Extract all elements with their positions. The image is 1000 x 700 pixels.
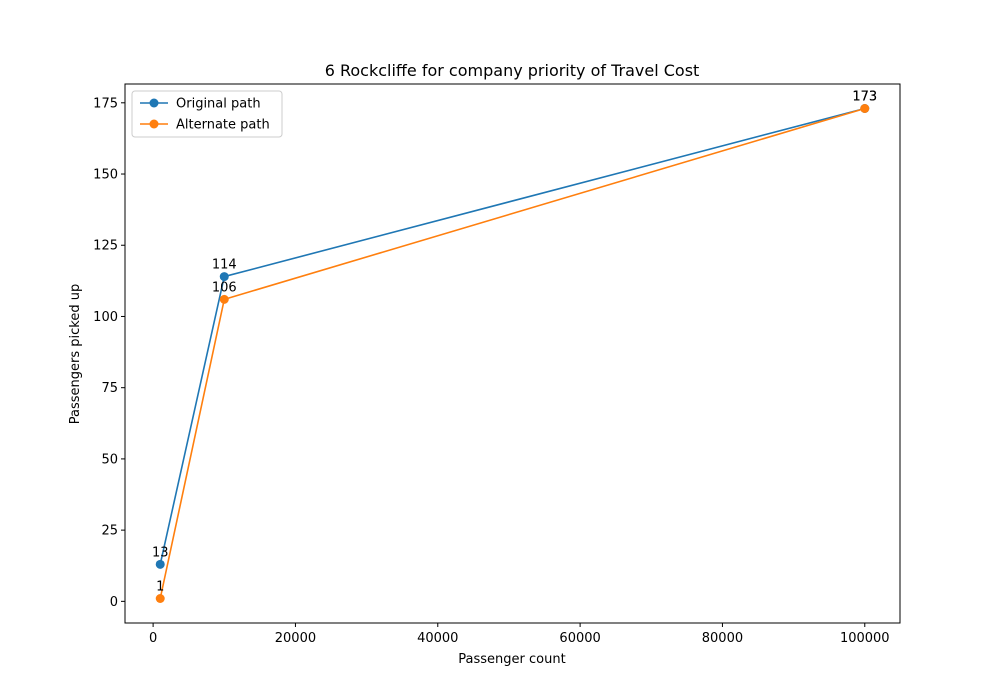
alternate-path-line (159, 107, 866, 599)
x-tick-label: 60000 (559, 631, 600, 646)
legend-box (131, 90, 283, 138)
y-tick-label: 100 (93, 310, 118, 325)
y-tick-label: 50 (101, 452, 118, 467)
x-tick-label: 80000 (702, 631, 743, 646)
alternate-path-data-label: 106 (212, 280, 237, 295)
y-tick-label: 175 (93, 96, 118, 111)
y-tick-label: 150 (93, 168, 118, 183)
legend-alternate-path-marker (149, 119, 159, 129)
x-tick-label: 0 (149, 631, 157, 646)
original-path-data-label: 173 (852, 90, 877, 105)
legend-original-path-marker (149, 98, 159, 108)
y-tick-label: 75 (101, 381, 118, 396)
plot-frame (124, 83, 901, 624)
alternate-path-data-label: 173 (852, 90, 877, 105)
y-axis: 0 25 50 75 100 125 150 175 (93, 96, 125, 610)
alternate-path-data-label: 1 (156, 580, 164, 595)
alternate-path-point (155, 594, 165, 603)
original-path-point (155, 559, 165, 569)
x-tick-label: 100000 (840, 631, 890, 646)
chart-title: 6 Rockcliffe for company priority of Tra… (325, 61, 700, 80)
original-path-point (219, 272, 229, 282)
y-tick-label: 25 (101, 524, 118, 539)
legend: Original path Alternate path (131, 90, 283, 138)
x-axis-label: Passenger count (458, 652, 565, 667)
legend-original-path-label: Original path (176, 97, 261, 112)
legend-alternate-path-label: Alternate path (176, 118, 270, 133)
y-axis-label: Passengers picked up (68, 284, 83, 424)
alternate-path-point (219, 294, 229, 304)
original-path-data-label: 13 (152, 545, 169, 560)
original-path-line (159, 107, 865, 565)
x-tick-label: 40000 (417, 631, 458, 646)
y-tick-label: 0 (110, 595, 118, 610)
x-axis: 0 20000 40000 60000 80000 100000 (149, 623, 890, 646)
x-tick-label: 20000 (275, 631, 316, 646)
original-path-data-label: 114 (212, 258, 237, 273)
y-tick-label: 125 (93, 239, 118, 254)
alternate-path-point (860, 104, 870, 113)
